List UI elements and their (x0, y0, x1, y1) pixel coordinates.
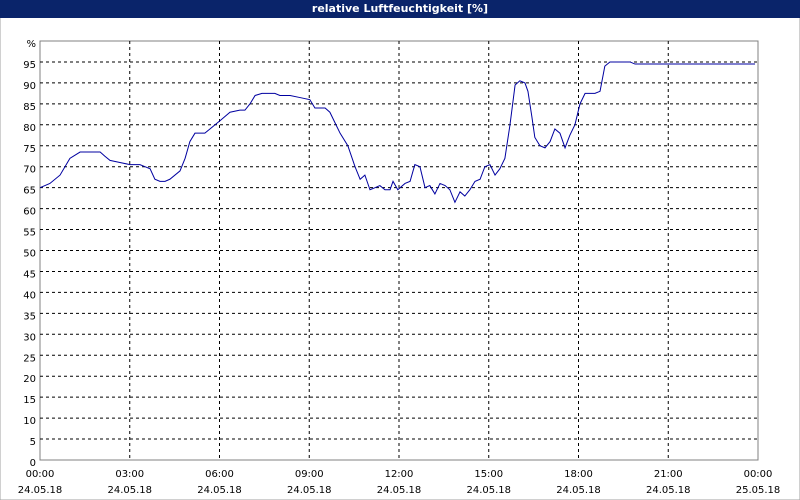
y-tick-label: 5 (30, 437, 36, 448)
y-tick-label: 40 (23, 290, 36, 301)
data-line (39, 61, 756, 204)
title-bar (0, 0, 800, 18)
y-tick-label: 95 (23, 60, 36, 71)
y-tick-label: 55 (23, 228, 36, 239)
x-tick-label: 21:00 (654, 469, 683, 480)
x-tick-label: 09:00 (295, 469, 324, 480)
y-tick-label: 15 (23, 395, 36, 406)
x-tick-date: 25.05.18 (736, 485, 781, 496)
x-tick-date: 24.05.18 (556, 485, 601, 496)
y-tick-label: % (26, 39, 36, 50)
y-tick-label: 70 (23, 165, 36, 176)
y-tick-label: 50 (23, 249, 36, 260)
x-tick-date: 24.05.18 (287, 485, 332, 496)
y-tick-label: 35 (23, 311, 36, 322)
x-tick-label: 06:00 (205, 469, 234, 480)
x-tick-date: 24.05.18 (107, 485, 152, 496)
y-tick-label: 20 (23, 374, 36, 385)
y-tick-label: 90 (23, 81, 36, 92)
x-tick-date: 24.05.18 (377, 485, 422, 496)
x-tick-date: 24.05.18 (466, 485, 511, 496)
x-tick-label: 12:00 (385, 469, 414, 480)
x-tick-label: 15:00 (474, 469, 503, 480)
y-tick-label: 45 (23, 269, 36, 280)
x-tick-label: 00:00 (744, 469, 773, 480)
y-tick-label: 0 (30, 458, 36, 469)
y-tick-label: 65 (23, 186, 36, 197)
x-tick-label: 18:00 (564, 469, 593, 480)
y-tick-label: 25 (23, 353, 36, 364)
x-tick-date: 24.05.18 (197, 485, 242, 496)
y-tick-label: 60 (23, 207, 36, 218)
x-tick-date: 24.05.18 (18, 485, 63, 496)
x-tick-date: 24.05.18 (646, 485, 691, 496)
chart-title: relative Luftfeuchtigkeit [%] (312, 2, 488, 15)
y-tick-label: 75 (23, 144, 36, 155)
y-tick-label: 10 (23, 416, 36, 427)
x-tick-label: 00:00 (26, 469, 55, 480)
x-tick-label: 03:00 (115, 469, 144, 480)
y-tick-label: 30 (23, 332, 36, 343)
y-tick-label: 80 (23, 123, 36, 134)
y-tick-label: 85 (23, 102, 36, 113)
